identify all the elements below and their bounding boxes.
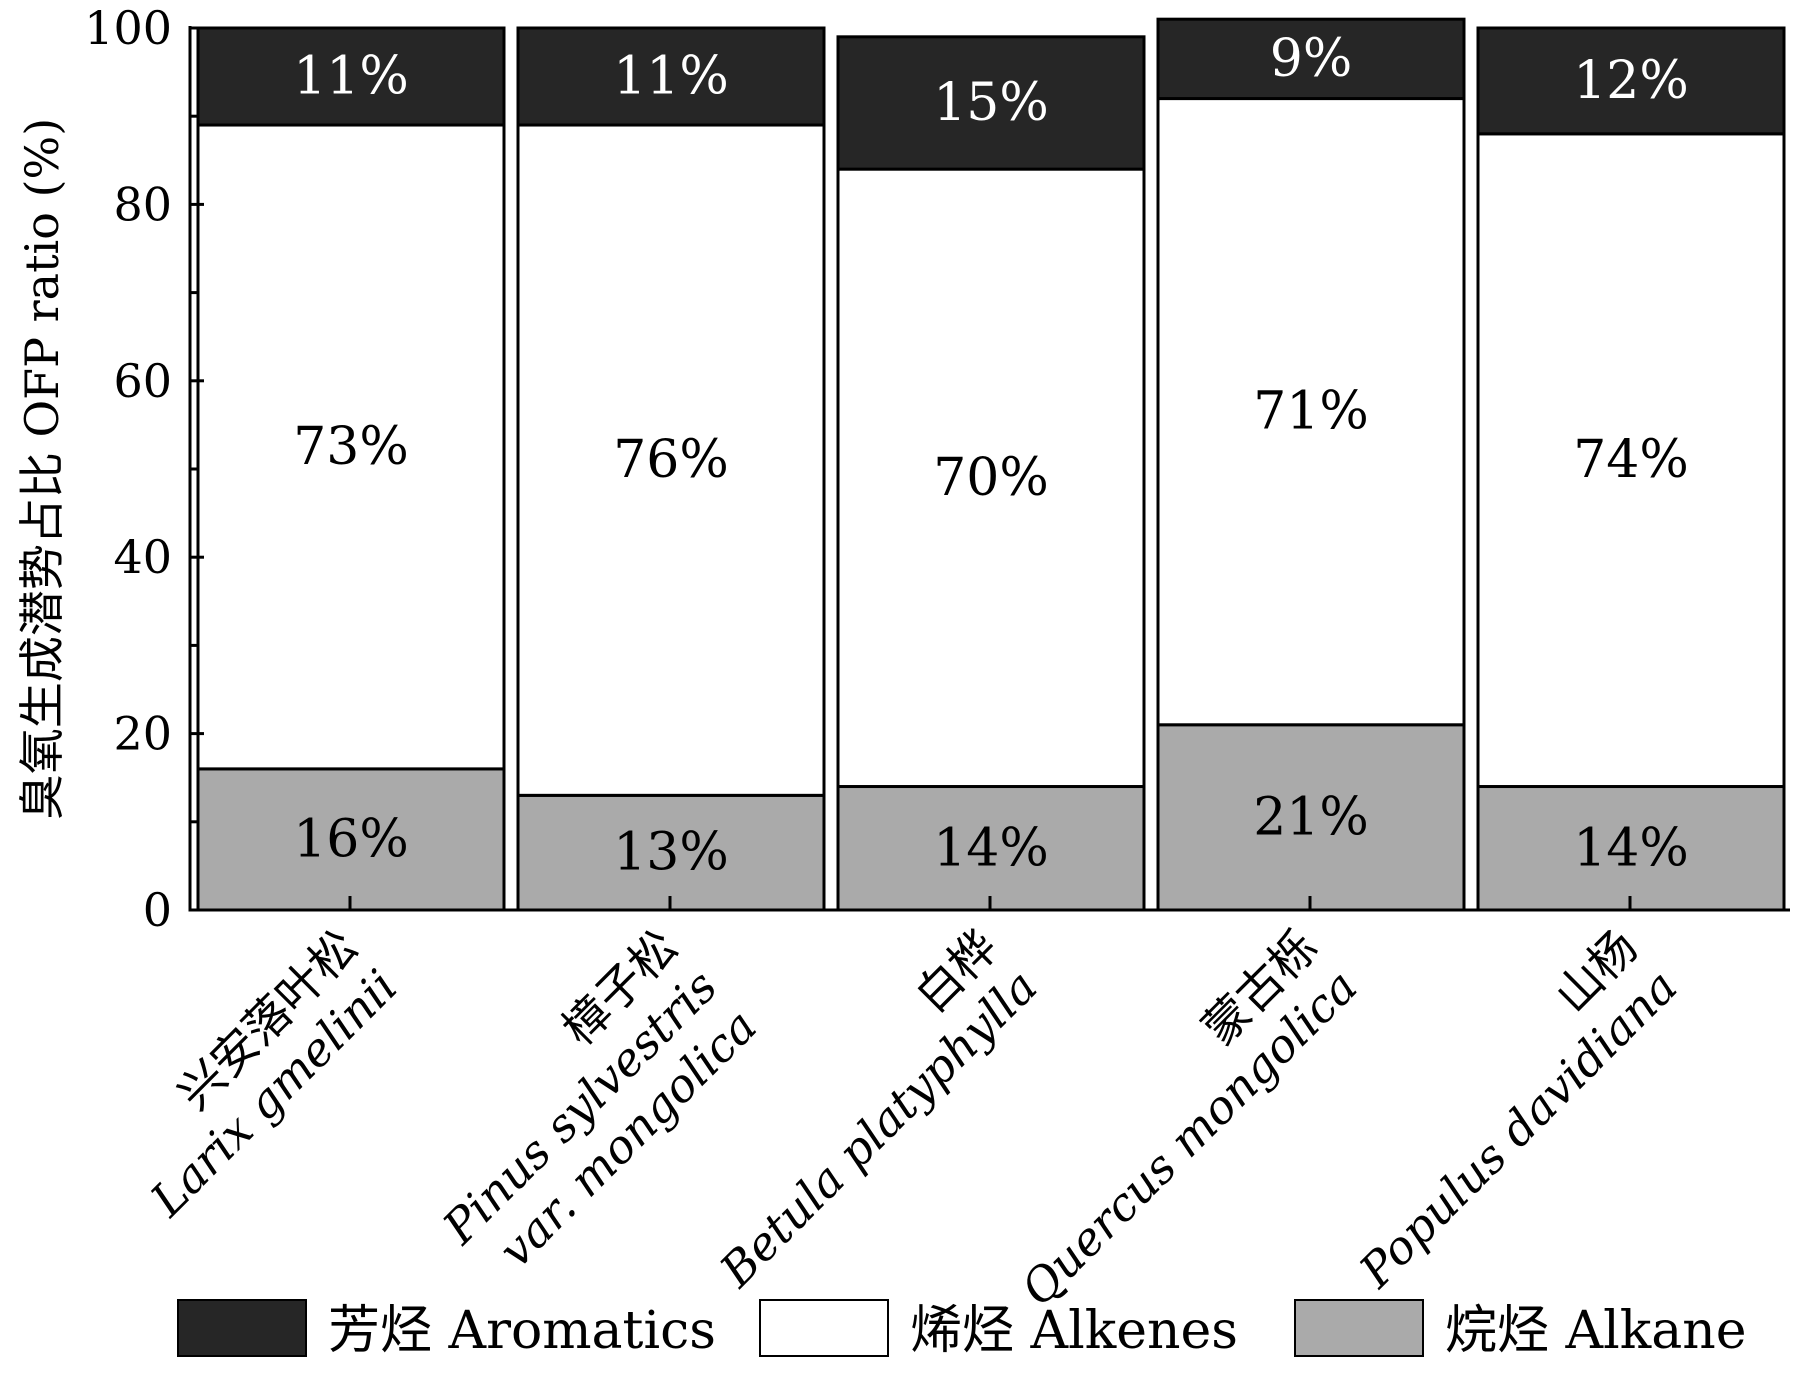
y-tick-label: 80 [113, 177, 172, 231]
y-tick-label: 0 [143, 883, 172, 937]
bar-segment [196, 123, 506, 771]
data-label: 15% [933, 73, 1049, 133]
data-label: 11% [613, 47, 729, 107]
legend-label: 烷烃 Alkane [1445, 1301, 1747, 1361]
y-tick-label: 40 [113, 530, 172, 584]
data-label: 70% [933, 448, 1049, 508]
data-label: 9% [1270, 29, 1353, 89]
data-label: 21% [1253, 787, 1369, 847]
axes-layer: 0 20 40 60 80 100 [84, 1, 1790, 937]
y-tick-label: 60 [113, 354, 172, 408]
category-latin-name: Populus davidiana [1348, 959, 1687, 1298]
bar-segment [516, 793, 826, 912]
data-label: 13% [613, 823, 729, 883]
bar-segment [1156, 17, 1466, 101]
data-label: 12% [1573, 51, 1689, 111]
data-label: 73% [293, 417, 409, 477]
data-label: 71% [1253, 382, 1369, 442]
data-label: 14% [933, 818, 1049, 878]
bar-segment [516, 26, 826, 127]
legend: 芳烃 Aromatics 烯烃 Alkenes 烷烃 Alkane [177, 1299, 1747, 1361]
y-tick-label: 20 [113, 707, 172, 761]
legend-swatch [759, 1299, 889, 1357]
bar-segment [1156, 723, 1466, 912]
legend-label: 烯烃 Alkenes [910, 1301, 1238, 1361]
y-tick-label: 100 [84, 1, 172, 55]
y-axis-title-group: 臭氧生成潜势占比 OFP ratio (%) [15, 118, 69, 820]
legend-swatch [177, 1299, 307, 1357]
data-label: 14% [1573, 818, 1689, 878]
bar-segment [1476, 26, 1786, 136]
bars-layer: 16% 73% 11% 13% 76% 11% 14% 70% 15% 21% 71% 9% 14% 74… [196, 17, 1786, 912]
bar-segment [836, 167, 1146, 789]
category-latin-name: Quercus mongolica [1010, 959, 1367, 1316]
data-label: 76% [613, 430, 729, 490]
bar-segment [836, 35, 1146, 171]
data-label: 74% [1573, 430, 1689, 490]
bar-segment [196, 767, 506, 912]
category-latin-name: Betula platyphylla [709, 959, 1048, 1298]
y-axis-title: 臭氧生成潜势占比 OFP ratio (%) [15, 118, 69, 820]
data-label: 16% [293, 809, 409, 869]
legend-label: 芳烃 Aromatics [328, 1301, 716, 1361]
legend-swatch [1294, 1299, 1424, 1357]
bar-segment [516, 123, 826, 797]
bar-segment [196, 26, 506, 127]
data-label: 11% [293, 47, 409, 107]
bar-segment [1156, 97, 1466, 727]
